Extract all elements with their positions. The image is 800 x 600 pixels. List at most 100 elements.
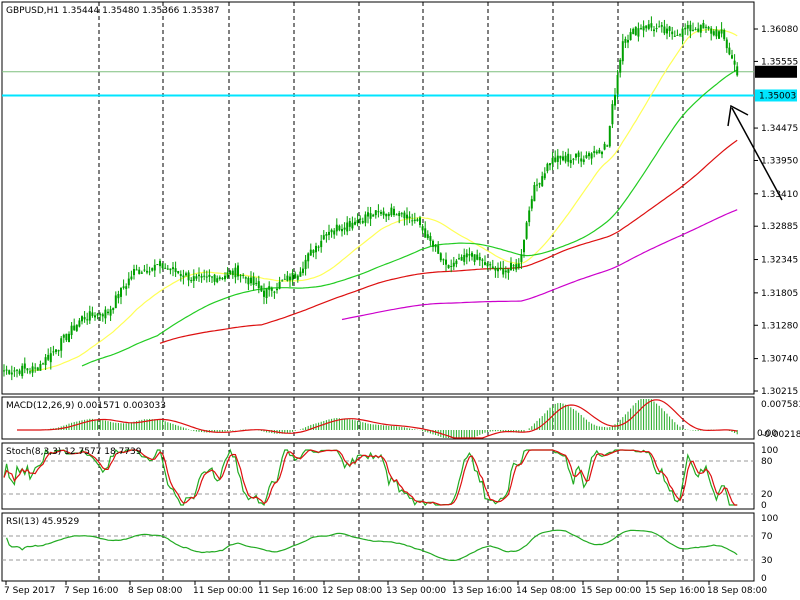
candle-body — [439, 253, 442, 261]
candle-body — [408, 216, 411, 219]
candle-body — [577, 152, 580, 157]
candle-body — [733, 60, 736, 65]
price-tick-label: 1.34475 — [761, 124, 798, 134]
price-tick-label: 1.31805 — [761, 289, 798, 299]
candle-body — [533, 185, 536, 202]
macd-tick-label: -0.00218 — [761, 430, 800, 440]
candle-body — [437, 245, 440, 254]
main-plot — [2, 16, 783, 381]
candle-body — [73, 325, 76, 331]
candle-body — [720, 29, 723, 34]
candle-body — [452, 262, 455, 267]
candle-body — [637, 28, 640, 37]
candle-body — [549, 163, 551, 166]
candle-body — [268, 286, 271, 290]
rsi-panel — [1, 512, 755, 582]
candle-body — [291, 272, 294, 281]
candle-body — [387, 213, 390, 217]
candle-body — [478, 256, 481, 261]
candle-body — [601, 151, 603, 155]
candle-body — [679, 34, 681, 36]
candle-body — [177, 271, 180, 274]
candle-body — [88, 311, 91, 321]
candle-body — [455, 260, 458, 265]
candle-body — [47, 354, 50, 360]
candle-body — [676, 34, 679, 36]
candle-body — [263, 290, 265, 297]
candle-body — [520, 254, 523, 263]
candle-body — [499, 267, 502, 269]
candle-body — [611, 104, 614, 125]
candle-body — [647, 24, 650, 29]
stoch-k-line — [3, 448, 738, 507]
candle-body — [99, 314, 102, 316]
candle-body — [335, 224, 338, 232]
candle-body — [18, 370, 21, 374]
candle-body — [125, 286, 128, 289]
candle-body — [23, 363, 26, 369]
candle-body — [536, 184, 538, 186]
candle-body — [689, 24, 692, 32]
candle-body — [450, 266, 453, 268]
candle-body — [52, 351, 55, 353]
stoch-d-line — [3, 449, 738, 506]
candle-body — [179, 274, 182, 276]
time-tick-label: 11 Sep 16:00 — [258, 586, 318, 596]
candle-body — [413, 219, 416, 222]
stoch-tick-label: 80 — [761, 457, 773, 467]
candle-body — [26, 368, 29, 371]
price-tick-label: 1.33410 — [761, 190, 798, 200]
price-tick-label: 1.35555 — [761, 57, 798, 67]
price-tick-label: 1.36080 — [761, 25, 798, 35]
candle-body — [351, 222, 354, 229]
sma-mid-line — [81, 69, 738, 367]
candle-body — [322, 235, 325, 240]
candle-body — [590, 153, 593, 159]
candle-body — [411, 220, 414, 222]
time-tick-label: 11 Sep 00:00 — [193, 586, 253, 596]
annotation-arrow-shaft — [731, 107, 783, 201]
candle-body — [528, 210, 531, 223]
candle-body — [107, 311, 109, 314]
candle-body — [151, 268, 154, 271]
candle-body — [359, 218, 362, 220]
candle-body — [619, 59, 622, 73]
candle-body — [356, 220, 359, 224]
macd-signal-line — [17, 399, 738, 439]
candle-body — [62, 334, 65, 338]
candle-body — [55, 349, 57, 352]
candle-body — [341, 228, 343, 232]
rsi-tick-label: 0 — [761, 574, 767, 584]
candle-body — [276, 288, 278, 291]
candle-body — [328, 231, 330, 236]
price-tick-label: 1.32885 — [761, 222, 798, 232]
candle-body — [205, 276, 208, 278]
candle-body — [686, 25, 689, 29]
candle-body — [694, 29, 697, 31]
candle-body — [75, 324, 78, 331]
candle-body — [725, 39, 728, 49]
candle-body — [315, 245, 317, 253]
candle-body — [289, 276, 291, 281]
candle-body — [593, 151, 596, 153]
candle-body — [325, 234, 328, 236]
candle-body — [185, 273, 187, 276]
candle-body — [598, 149, 601, 154]
candle-body — [8, 370, 11, 374]
candle-body — [504, 270, 507, 273]
candle-body — [57, 350, 60, 352]
candle-body — [281, 280, 284, 282]
time-tick-label: 7 Sep 2017 — [4, 586, 55, 596]
candle-body — [29, 371, 31, 373]
candle-body — [458, 258, 460, 260]
time-tick-label: 8 Sep 08:00 — [128, 586, 183, 596]
candle-body — [60, 338, 63, 351]
candle-body — [133, 269, 135, 276]
time-tick-label: 13 Sep 00:00 — [386, 586, 446, 596]
candle-body — [109, 309, 112, 316]
candle-body — [182, 275, 185, 278]
candle-body — [538, 183, 541, 185]
macd-tick-label: 0.007581 — [761, 400, 800, 410]
